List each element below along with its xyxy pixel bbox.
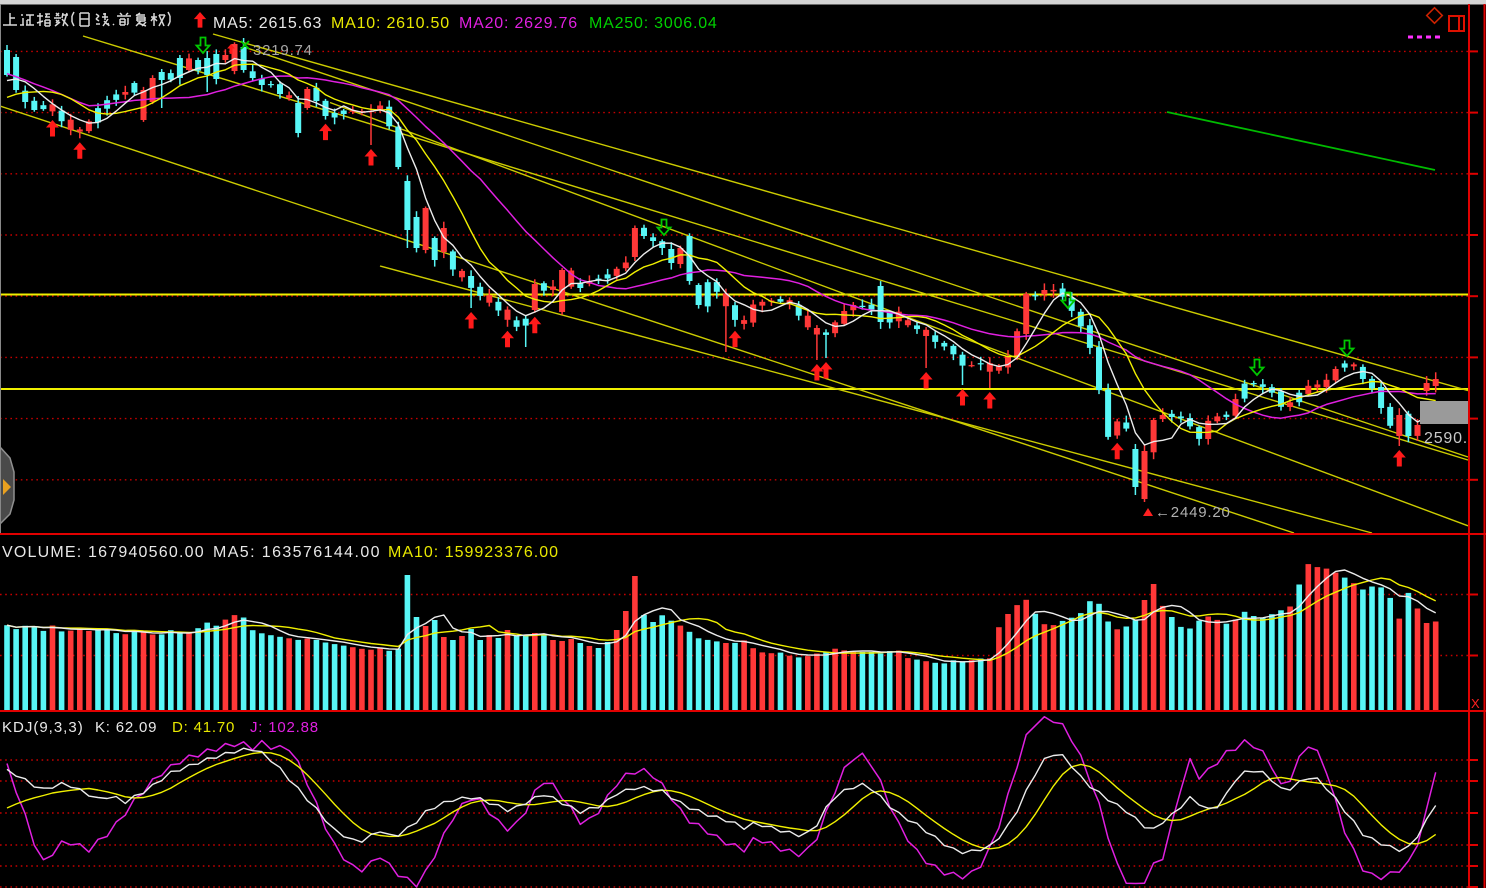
svg-text:MA250: 3006.04: MA250: 3006.04 <box>589 15 718 32</box>
svg-text:MA5: 2615.63: MA5: 2615.63 <box>213 15 322 32</box>
svg-text:J: 102.88: J: 102.88 <box>250 719 319 736</box>
svg-text:MA5: 163576144.00: MA5: 163576144.00 <box>213 544 381 561</box>
svg-text:MA10: 159923376.00: MA10: 159923376.00 <box>388 544 559 561</box>
svg-text:K: 62.09: K: 62.09 <box>95 719 157 736</box>
svg-text:X: X <box>1471 696 1480 711</box>
svg-text:D: 41.70: D: 41.70 <box>172 719 235 736</box>
svg-text:MA20: 2629.76: MA20: 2629.76 <box>459 15 578 32</box>
svg-text:2590.: 2590. <box>1424 430 1468 447</box>
svg-text:MA10: 2610.50: MA10: 2610.50 <box>331 15 450 32</box>
svg-text:KDJ(9,3,3): KDJ(9,3,3) <box>2 719 84 736</box>
svg-text:←2449.20: ←2449.20 <box>1155 504 1231 521</box>
svg-text:3219.74: 3219.74 <box>253 42 313 59</box>
svg-text:VOLUME: 167940560.00: VOLUME: 167940560.00 <box>2 544 205 561</box>
